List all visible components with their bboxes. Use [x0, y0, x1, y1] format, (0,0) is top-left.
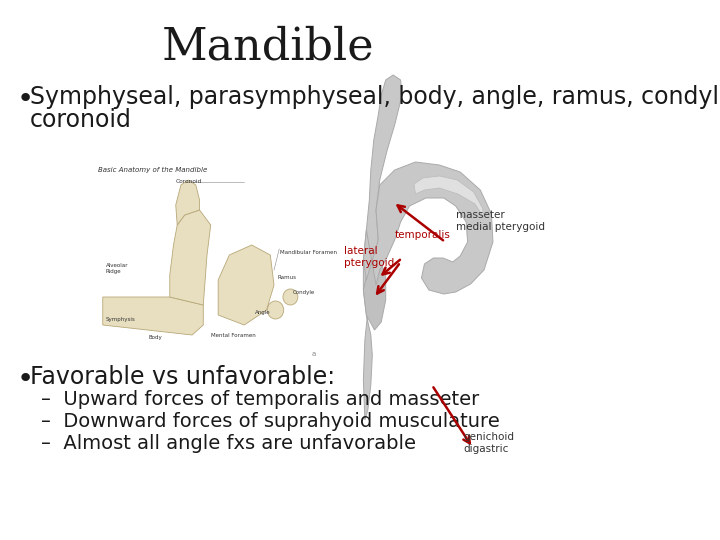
Text: •: •	[17, 85, 34, 113]
Text: Symphysis: Symphysis	[106, 317, 135, 322]
Text: masseter
medial pterygoid: masseter medial pterygoid	[456, 210, 545, 232]
Text: temporalis: temporalis	[395, 230, 451, 240]
Text: coronoid: coronoid	[30, 108, 132, 132]
Polygon shape	[364, 260, 386, 330]
Text: –  Almost all angle fxs are unfavorable: – Almost all angle fxs are unfavorable	[41, 434, 416, 453]
Text: Mandible: Mandible	[162, 25, 374, 68]
Text: Coronoid: Coronoid	[176, 179, 202, 184]
Text: Basic Anatomy of the Mandible: Basic Anatomy of the Mandible	[99, 167, 207, 173]
Text: Body: Body	[148, 335, 162, 340]
Ellipse shape	[283, 289, 298, 305]
Polygon shape	[364, 75, 402, 420]
Text: Mandibular Foramen: Mandibular Foramen	[280, 250, 337, 255]
Text: Ramus: Ramus	[278, 275, 297, 280]
Text: Condyle: Condyle	[292, 290, 315, 295]
Polygon shape	[170, 210, 211, 305]
Text: genichoid
digastric: genichoid digastric	[463, 432, 514, 454]
Text: Angle: Angle	[256, 310, 271, 315]
Polygon shape	[364, 162, 493, 294]
Polygon shape	[176, 180, 199, 225]
Text: –  Downward forces of suprahyoid musculature: – Downward forces of suprahyoid musculat…	[41, 412, 500, 431]
Polygon shape	[218, 245, 274, 325]
Text: –  Upward forces of temporalis and masseter: – Upward forces of temporalis and masset…	[41, 390, 480, 409]
Text: lateral
pterygoid: lateral pterygoid	[344, 246, 395, 268]
Text: Alveolar
Ridge: Alveolar Ridge	[106, 263, 128, 274]
Text: Favorable vs unfavorable:: Favorable vs unfavorable:	[30, 365, 335, 389]
Text: a: a	[311, 351, 315, 357]
Bar	[95, 165, 319, 365]
Polygon shape	[414, 176, 484, 218]
Text: Mental Foramen: Mental Foramen	[211, 333, 256, 338]
Ellipse shape	[267, 301, 284, 319]
Text: •: •	[17, 365, 34, 393]
Text: Symphyseal, parasymphyseal, body, angle, ramus, condyle,: Symphyseal, parasymphyseal, body, angle,…	[30, 85, 720, 109]
Polygon shape	[103, 297, 203, 335]
